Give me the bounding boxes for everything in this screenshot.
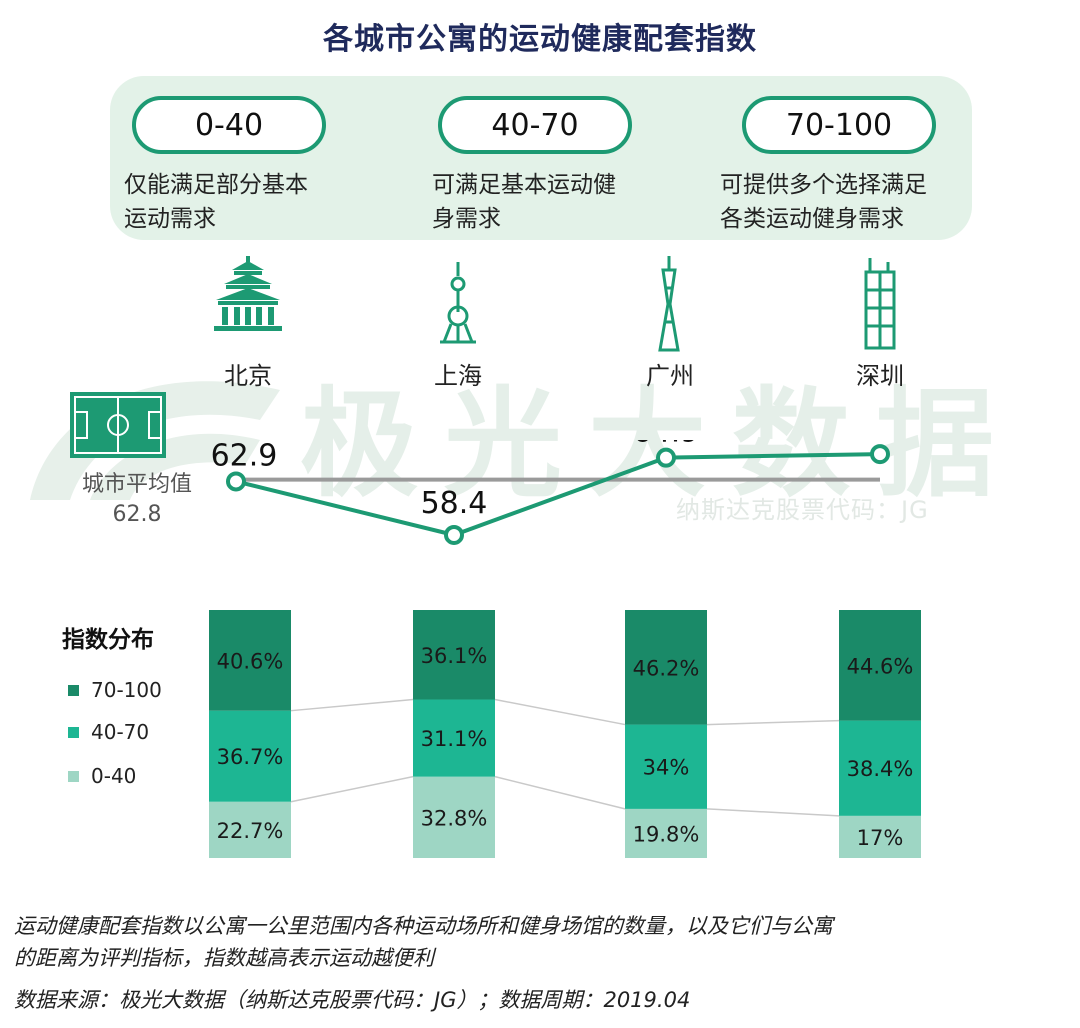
bar-data-label: 34% <box>643 756 690 780</box>
bar-connector <box>494 775 626 810</box>
bar-data-label: 31.1% <box>421 727 488 751</box>
bar-data-label: 36.1% <box>421 644 488 668</box>
temple-of-heaven-icon <box>212 256 284 332</box>
line-chart: 62.9 58.4 64.9 65.2 <box>211 440 914 545</box>
line-data-label: 65.2 <box>847 440 914 446</box>
bar-connector <box>706 808 840 817</box>
bar-segment <box>209 801 291 858</box>
bar-segment <box>209 610 291 711</box>
bar-segment <box>413 610 495 700</box>
chart-title: 各城市公寓的运动健康配套指数 <box>323 22 757 57</box>
city-label-beijing: 北京 <box>224 362 272 390</box>
legend-swatch <box>68 684 79 696</box>
range-desc-line: 身需求 <box>432 206 501 232</box>
line-data-label: 58.4 <box>421 486 488 521</box>
range-pill-high: 70-100 <box>742 96 936 154</box>
footnote-line: 的距离为评判指标，指数越高表示运动越便利 <box>14 946 434 970</box>
distribution-title: 指数分布 <box>62 627 154 653</box>
bar-data-label: 19.8% <box>633 822 700 846</box>
range-desc-line: 可满足基本运动健 <box>432 172 616 198</box>
line-point <box>226 471 246 492</box>
bar-segment <box>625 808 707 858</box>
line-point <box>444 524 464 545</box>
canton-tower-icon <box>652 256 686 352</box>
range-desc-line: 运动需求 <box>124 206 216 232</box>
legend-item-mid: 40-70 <box>68 720 149 744</box>
city-label-shanghai: 上海 <box>434 362 482 390</box>
bar-data-label: 32.8% <box>421 806 488 830</box>
bar-segment <box>209 710 291 802</box>
series-line <box>235 452 881 538</box>
city-label-shenzhen: 深圳 <box>856 362 904 390</box>
bar-data-label: 38.4% <box>847 757 914 781</box>
city-label-guangzhou: 广州 <box>646 362 694 390</box>
bar-data-label: 36.7% <box>217 745 284 769</box>
average-label: 城市平均值 62.8 <box>52 466 222 527</box>
legend-label: 70-100 <box>91 678 162 702</box>
line-data-label: 64.9 <box>633 440 700 450</box>
range-desc-line: 可提供多个选择满足 <box>720 172 927 198</box>
line-point <box>656 447 676 468</box>
bar-data-label: 40.6% <box>217 649 284 673</box>
bar-segment <box>413 699 495 777</box>
bar-data-label: 22.7% <box>217 819 284 843</box>
average-value: 62.8 <box>112 502 162 527</box>
bar-segment <box>839 610 921 721</box>
average-label-text: 城市平均值 <box>81 472 192 497</box>
bar-connector <box>706 719 840 726</box>
range-desc-low: 仅能满足部分基本 运动需求 <box>124 168 308 236</box>
legend-swatch <box>68 726 79 738</box>
bar-segment <box>625 724 707 809</box>
footnote-line: 运动健康配套指数以公寓一公里范围内各种运动场所和健身场馆的数量，以及它们与公寓 <box>14 914 833 938</box>
range-desc-line: 各类运动健身需求 <box>720 206 904 232</box>
bar-segment <box>839 720 921 816</box>
range-pill-mid: 40-70 <box>438 96 632 154</box>
watermark-logo <box>10 350 310 514</box>
bar-data-label: 17% <box>857 826 904 850</box>
legend-item-high: 70-100 <box>68 678 162 702</box>
footnote-description: 运动健康配套指数以公寓一公里范围内各种运动场所和健身场馆的数量，以及它们与公寓 … <box>14 910 833 974</box>
bar-connector <box>494 698 626 726</box>
bar-connector <box>290 698 414 712</box>
data-source: 数据来源：极光大数据（纳斯达克股票代码：JG）；数据周期：2019.04 <box>14 988 691 1012</box>
range-desc-mid: 可满足基本运动健 身需求 <box>432 168 616 236</box>
bar-connector <box>290 775 414 803</box>
watermark-text: 极光大数据 <box>300 375 1021 513</box>
bar-data-label: 46.2% <box>633 656 700 680</box>
legend-label: 0-40 <box>91 764 137 788</box>
range-pill-low: 0-40 <box>132 96 326 154</box>
watermark-subtext: 纳斯达克股票代码：JG <box>676 496 929 524</box>
legend-item-low: 0-40 <box>68 764 136 788</box>
legend-swatch <box>68 770 79 782</box>
line-point <box>870 444 890 465</box>
range-desc-high: 可提供多个选择满足 各类运动健身需求 <box>720 168 927 236</box>
bar-segment <box>839 815 921 858</box>
bar-data-label: 44.6% <box>847 654 914 678</box>
football-field-icon <box>70 392 166 462</box>
legend-label: 40-70 <box>91 720 150 744</box>
stacked-bar-chart: 22.7% 36.7% 40.6% 32.8% 31.1% 36.1% 19.8% 34% 46… <box>209 610 921 858</box>
range-desc-line: 仅能满足部分基本 <box>124 172 308 198</box>
tv-tower-icon <box>438 262 478 344</box>
skyscraper-icon <box>862 256 898 350</box>
line-data-label: 62.9 <box>211 440 278 473</box>
bar-segment <box>413 776 495 858</box>
bar-segment <box>625 610 707 725</box>
